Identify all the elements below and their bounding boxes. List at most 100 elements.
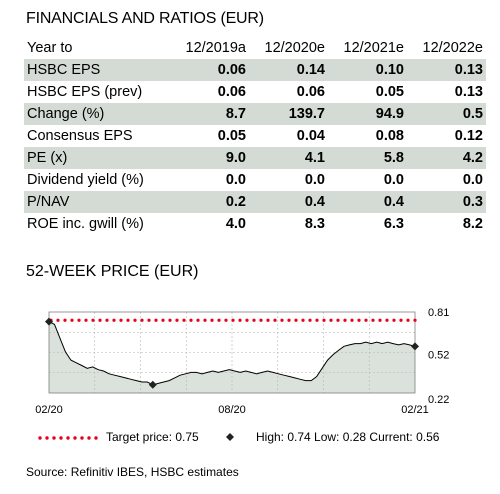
y-tick-label: 0.22 <box>428 394 449 406</box>
row-value: 0.06 <box>296 84 325 100</box>
legend-dot <box>38 436 42 440</box>
header-cell: 12/2020e <box>264 40 325 56</box>
legend-dot <box>87 436 91 440</box>
target-dot <box>294 318 298 322</box>
row-value: 0.12 <box>454 128 483 144</box>
target-dot <box>329 318 333 322</box>
target-dot <box>238 318 242 322</box>
target-dot <box>273 318 277 322</box>
header-cell: 12/2021e <box>343 40 404 56</box>
row-value: 0.3 <box>406 191 486 213</box>
row-value: 0.4 <box>248 191 328 213</box>
row-value: 5.8 <box>327 147 407 169</box>
row-label: ROE inc. gwill (%) <box>27 216 144 232</box>
header-cell: Year to <box>27 40 73 56</box>
header-cell: 12/2019a <box>185 40 246 56</box>
target-dot <box>126 318 130 322</box>
target-dot <box>217 318 221 322</box>
target-dot <box>266 318 270 322</box>
target-dot <box>350 318 354 322</box>
target-dot <box>231 318 235 322</box>
target-dot <box>91 318 95 322</box>
target-dot <box>63 318 67 322</box>
row-label: P/NAV <box>24 191 170 213</box>
target-dot <box>399 318 403 322</box>
row-value: 4.1 <box>248 147 328 169</box>
target-dot <box>98 318 102 322</box>
target-dot <box>301 318 305 322</box>
legend-dot <box>59 436 63 440</box>
row-value: 139.7 <box>248 103 328 125</box>
table-header-row: Year to 12/2019a 12/2020e 12/2021e 12/20… <box>24 37 486 59</box>
target-dot <box>175 318 179 322</box>
legend-dot <box>45 436 49 440</box>
target-dot <box>182 318 186 322</box>
x-tick-label: 02/20 <box>35 404 63 416</box>
plot-frame <box>48 311 416 394</box>
target-dot <box>252 318 256 322</box>
row-value: 8.7 <box>169 103 249 125</box>
legend-dot <box>94 436 98 440</box>
legend-dot <box>66 436 70 440</box>
row-label: Change (%) <box>24 103 170 125</box>
row-value: 4.2 <box>406 147 486 169</box>
target-dot <box>161 318 165 322</box>
target-dot <box>203 318 207 322</box>
target-dot <box>378 318 382 322</box>
target-dot <box>224 318 228 322</box>
target-dot <box>280 318 284 322</box>
row-value: 4.0 <box>225 216 246 232</box>
price-line <box>48 321 416 386</box>
legend-dot <box>52 436 56 440</box>
row-value: 0.08 <box>375 128 404 144</box>
row-value: 0.0 <box>462 172 483 188</box>
row-value: 8.3 <box>304 216 325 232</box>
row-value: 0.13 <box>454 84 483 100</box>
target-dot <box>189 318 193 322</box>
price-area <box>49 321 415 393</box>
target-dot <box>322 318 326 322</box>
target-dot <box>259 318 263 322</box>
row-label: HSBC EPS <box>24 59 170 81</box>
price-marker <box>148 380 157 389</box>
y-tick-label: 0.52 <box>428 350 449 362</box>
target-dot <box>140 318 144 322</box>
row-value: 0.10 <box>327 59 407 81</box>
target-dot <box>287 318 291 322</box>
target-dot <box>133 318 137 322</box>
target-dot <box>147 318 151 322</box>
target-dot <box>343 318 347 322</box>
row-label: PE (x) <box>24 147 170 169</box>
row-value: 0.0 <box>225 172 246 188</box>
source-note: Source: Refinitiv IBES, HSBC estimates <box>26 465 239 479</box>
target-dot <box>84 318 88 322</box>
target-dot <box>336 318 340 322</box>
price-chart-title: 52-WEEK PRICE (EUR) <box>26 263 199 280</box>
target-dot <box>154 318 158 322</box>
row-value: 0.13 <box>406 59 486 81</box>
table-row: PE (x) 9.0 4.1 5.8 4.2 <box>24 147 486 169</box>
price-marker <box>411 342 419 351</box>
price-chart: 0.81 0.52 0.22 02/20 08/20 02/21 <box>35 307 449 416</box>
target-dot <box>406 318 410 322</box>
table-row: Consensus EPS 0.05 0.04 0.08 0.12 <box>24 125 486 147</box>
target-dot <box>364 318 368 322</box>
row-value: 8.2 <box>462 216 483 232</box>
legend-dot <box>80 436 84 440</box>
target-dot <box>357 318 361 322</box>
target-dot <box>392 318 396 322</box>
stats-legend-label: High: 0.74 Low: 0.28 Current: 0.56 <box>256 430 440 444</box>
target-dot <box>315 318 319 322</box>
row-value: 9.0 <box>169 147 249 169</box>
row-value: 0.5 <box>406 103 486 125</box>
row-value: 0.05 <box>375 84 404 100</box>
row-value: 0.0 <box>383 172 404 188</box>
target-dot <box>168 318 172 322</box>
row-value: 0.4 <box>327 191 407 213</box>
target-legend-swatch <box>38 436 98 440</box>
target-dot <box>371 318 375 322</box>
target-dot <box>56 318 60 322</box>
row-value: 0.14 <box>248 59 328 81</box>
header-cell: 12/2022e <box>422 40 483 56</box>
table-row: ROE inc. gwill (%) 4.0 8.3 6.3 8.2 <box>24 213 486 235</box>
